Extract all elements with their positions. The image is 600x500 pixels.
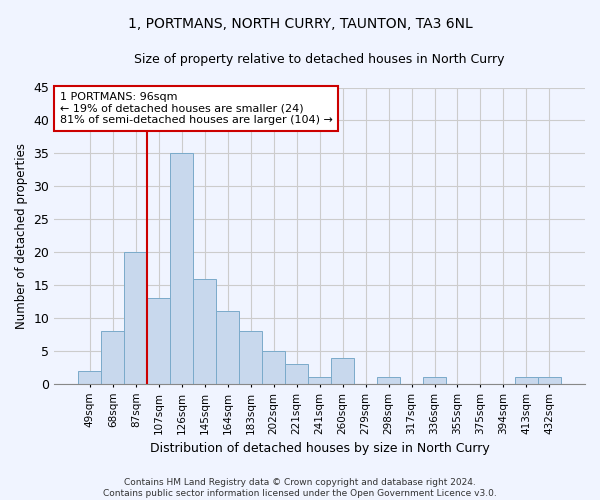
Bar (285, 364, 308, 384)
Bar (216, 312, 239, 384)
Bar (331, 358, 354, 384)
Bar (170, 154, 193, 384)
Bar (423, 378, 446, 384)
Bar (193, 278, 216, 384)
Bar (262, 351, 285, 384)
Bar (239, 331, 262, 384)
X-axis label: Distribution of detached houses by size in North Curry: Distribution of detached houses by size … (150, 442, 490, 455)
Bar (148, 298, 170, 384)
Title: Size of property relative to detached houses in North Curry: Size of property relative to detached ho… (134, 52, 505, 66)
Text: Contains HM Land Registry data © Crown copyright and database right 2024.
Contai: Contains HM Land Registry data © Crown c… (103, 478, 497, 498)
Y-axis label: Number of detached properties: Number of detached properties (15, 142, 28, 328)
Text: 1 PORTMANS: 96sqm
← 19% of detached houses are smaller (24)
81% of semi-detached: 1 PORTMANS: 96sqm ← 19% of detached hous… (59, 92, 332, 125)
Bar (308, 378, 331, 384)
Text: 1, PORTMANS, NORTH CURRY, TAUNTON, TA3 6NL: 1, PORTMANS, NORTH CURRY, TAUNTON, TA3 6… (128, 18, 472, 32)
Bar (79, 370, 101, 384)
Bar (101, 331, 124, 384)
Bar (377, 378, 400, 384)
Bar (538, 378, 561, 384)
Bar (515, 378, 538, 384)
Bar (124, 252, 148, 384)
